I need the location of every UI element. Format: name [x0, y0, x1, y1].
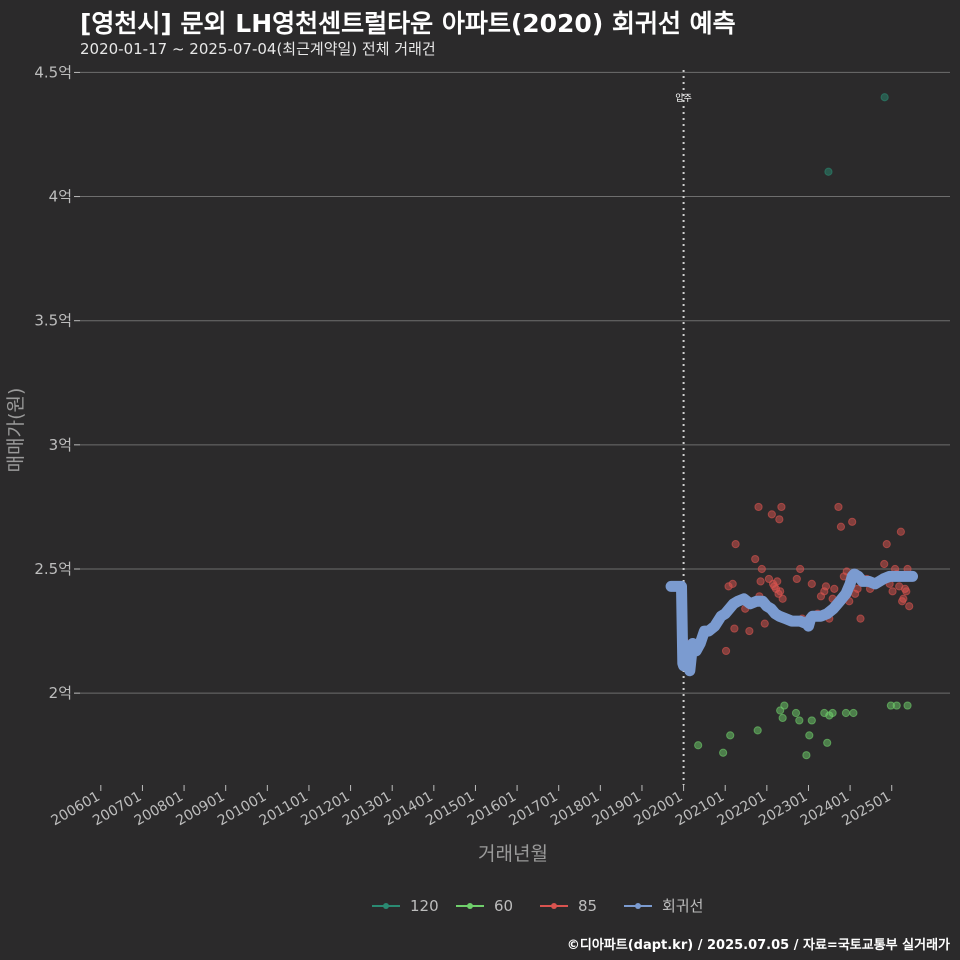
move-in-label: 입주 [675, 92, 692, 104]
point-60 [903, 701, 912, 710]
legend-swatch-dot [383, 903, 389, 909]
regression-line [665, 568, 918, 677]
point-85 [899, 594, 908, 603]
y-tick-label: 3.5억 [34, 312, 72, 330]
point-85 [773, 577, 782, 586]
point-60 [778, 713, 787, 723]
point-60 [791, 708, 801, 718]
chart-subtitle: 2020-01-17 ~ 2025-07-04(최근계약일) 전체 거래건 [80, 40, 436, 58]
legend-label: 120 [410, 897, 439, 915]
y-axis-label: 매매가(원) [5, 388, 27, 473]
y-tick-label: 3억 [49, 436, 72, 454]
legend-item-120: 120 [372, 897, 439, 915]
y-tick-label: 4억 [49, 188, 72, 206]
point-85 [821, 582, 831, 591]
point-60 [828, 708, 837, 718]
annotations: 입주 [675, 70, 692, 785]
point-60 [841, 708, 851, 718]
point-85 [775, 515, 784, 524]
grid-lines [80, 71, 950, 694]
y-tick-labels: 2억 2.5억 3억 3.5억 4억 4.5억 [34, 63, 80, 702]
point-60 [807, 716, 816, 725]
point-85 [757, 564, 766, 574]
point-85 [905, 602, 914, 611]
y-tick-label: 2.5억 [34, 560, 72, 578]
point-60 [849, 708, 858, 718]
point-85 [848, 517, 857, 526]
legend-item-회귀선: 회귀선 [624, 897, 703, 915]
point-85 [767, 510, 776, 519]
y-tick-label: 4.5억 [34, 63, 72, 81]
regression-lines [665, 568, 918, 677]
legend: 120 60 85 회귀선 [372, 897, 703, 915]
legend-item-60: 60 [456, 897, 513, 915]
point-85 [807, 579, 816, 588]
point-60 [802, 751, 811, 760]
point-85 [796, 564, 805, 574]
point-85 [834, 502, 843, 512]
point-85 [830, 584, 839, 593]
legend-label: 회귀선 [662, 897, 703, 915]
point-85 [751, 554, 760, 564]
point-85 [856, 614, 865, 623]
point-85 [882, 540, 891, 549]
point-60 [823, 738, 832, 747]
point-60 [795, 716, 804, 725]
point-60 [892, 701, 901, 710]
point-85 [754, 502, 763, 512]
chart-title: [영천시] 문외 LH영천센트럴타운 아파트(2020) 회귀선 예측 [80, 9, 736, 38]
point-85 [888, 587, 897, 596]
point-85 [777, 502, 786, 512]
point-60 [780, 701, 789, 710]
point-120 [880, 93, 889, 102]
source-caption: ©디아파트(dapt.kr) / 2025.07.05 / 자료=국토교통부 실… [566, 938, 950, 953]
y-tick-label: 2억 [49, 684, 72, 702]
legend-label: 60 [494, 897, 513, 915]
x-axis-label: 거래년월 [478, 843, 548, 865]
point-120 [824, 167, 833, 176]
point-85 [853, 584, 862, 593]
point-85 [721, 646, 731, 656]
point-85 [836, 522, 846, 531]
point-60 [694, 741, 703, 750]
data-points [680, 93, 914, 760]
legend-item-85: 85 [540, 897, 597, 915]
point-60 [719, 748, 728, 757]
legend-label: 85 [578, 897, 597, 915]
point-85 [792, 574, 801, 584]
point-60 [726, 731, 735, 740]
point-85 [896, 527, 905, 536]
point-85 [756, 577, 765, 586]
point-60 [805, 731, 814, 740]
point-85 [778, 594, 787, 603]
x-tick-labels: 2006012007012008012009012010012011012012… [49, 785, 894, 829]
legend-swatch-dot [551, 903, 557, 909]
legend-swatch-dot [635, 903, 641, 909]
point-85 [902, 587, 911, 596]
point-85 [728, 579, 737, 588]
point-85 [730, 624, 739, 633]
point-85 [745, 626, 754, 636]
point-60 [753, 726, 762, 735]
point-85 [880, 559, 889, 569]
legend-swatch-dot [467, 903, 473, 909]
point-85 [776, 587, 785, 596]
point-85 [760, 619, 769, 628]
point-85 [731, 540, 740, 549]
